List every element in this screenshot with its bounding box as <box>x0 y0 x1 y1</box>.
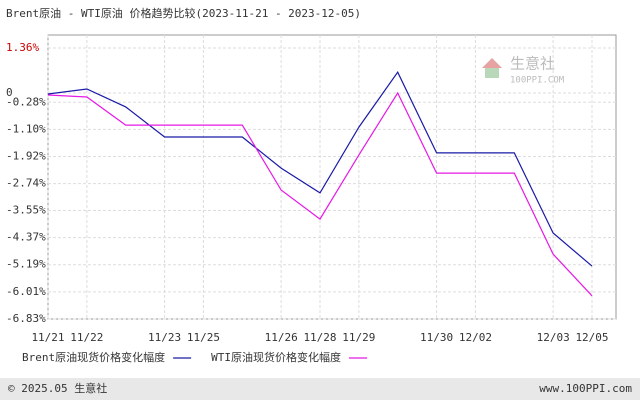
x-tick-label: 11/30 <box>420 331 453 344</box>
x-tick-label: 11/22 <box>70 331 103 344</box>
y-tick-label: -6.01% <box>6 285 46 298</box>
y-tick-label: -1.10% <box>6 122 46 135</box>
x-tick-label: 11/25 <box>187 331 220 344</box>
y-tick-label: -4.37% <box>6 231 46 244</box>
y-tick-label: -6.83% <box>6 312 46 325</box>
y-tick-label: 0 <box>6 86 13 99</box>
x-tick-label: 11/21 <box>31 331 64 344</box>
x-tick-label: 12/03 <box>537 331 570 344</box>
legend-label: WTI原油现货价格变化幅度 <box>211 350 341 364</box>
chart-title: Brent原油 - WTI原油 价格趋势比较(2023-11-21 - 2023… <box>6 6 361 20</box>
x-tick-label: 11/29 <box>342 331 375 344</box>
x-tick-label: 12/05 <box>575 331 608 344</box>
x-tick-label: 11/26 <box>265 331 298 344</box>
footer-right: www.100PPI.com <box>539 382 632 395</box>
y-tick-label: -0.28% <box>6 95 46 108</box>
y-tick-label: -2.74% <box>6 177 46 190</box>
x-tick-label: 11/23 <box>148 331 181 344</box>
watermark-sub: 100PPI.COM <box>510 76 565 86</box>
footer-left: © 2025.05 生意社 <box>8 381 107 395</box>
x-tick-label: 11/28 <box>303 331 336 344</box>
legend-label: Brent原油现货价格变化幅度 <box>22 350 165 364</box>
watermark-logo <box>482 58 502 78</box>
data-line <box>47 71 593 267</box>
x-tick-label: 12/02 <box>459 331 492 344</box>
y-tick-label: -3.55% <box>6 203 46 216</box>
y-tick-label: -5.19% <box>6 258 46 271</box>
footer-bar <box>0 378 640 400</box>
watermark: 生意社 <box>510 55 555 73</box>
data-line <box>47 91 593 297</box>
y-tick-label: 1.36% <box>6 41 39 54</box>
y-tick-label: -1.92% <box>6 150 46 163</box>
